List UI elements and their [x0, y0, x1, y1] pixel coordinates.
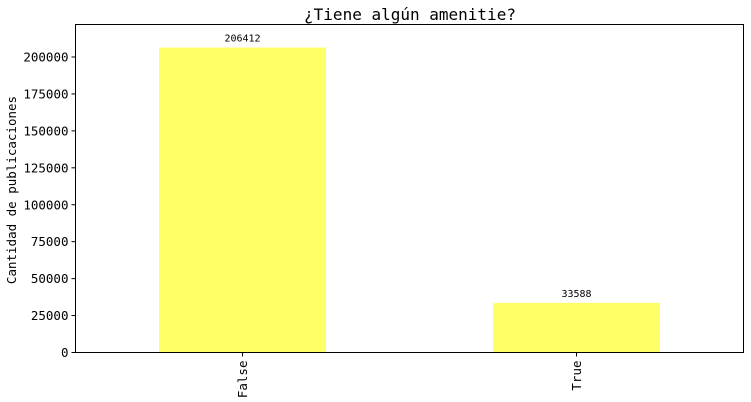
y-tick-label: 75000	[31, 234, 69, 249]
y-tick-label: 175000	[23, 86, 68, 101]
y-tick-label: 200000	[23, 50, 68, 65]
y-tick-label: 100000	[23, 197, 68, 212]
y-tick-label: 125000	[23, 160, 68, 175]
y-tick-label: 150000	[23, 123, 68, 138]
plot-area: 0 25000 50000 75000 100000 125000 150000 175000…	[23, 34, 660, 399]
y-tick-label: 25000	[31, 308, 69, 323]
plot-frame	[75, 24, 744, 353]
data-label: 206412	[224, 34, 260, 45]
y-axis-label: Cantidad de publicaciones	[4, 96, 19, 284]
chart-title: ¿Tiene algún amenitie?	[304, 5, 516, 24]
bar-false	[159, 47, 326, 353]
y-tick-label: 0	[61, 345, 69, 360]
x-tick-label: True	[569, 361, 584, 391]
bar-true	[493, 302, 660, 353]
x-tick-label: False	[235, 361, 250, 399]
y-tick-label: 50000	[31, 271, 69, 286]
data-label: 33588	[561, 289, 591, 300]
